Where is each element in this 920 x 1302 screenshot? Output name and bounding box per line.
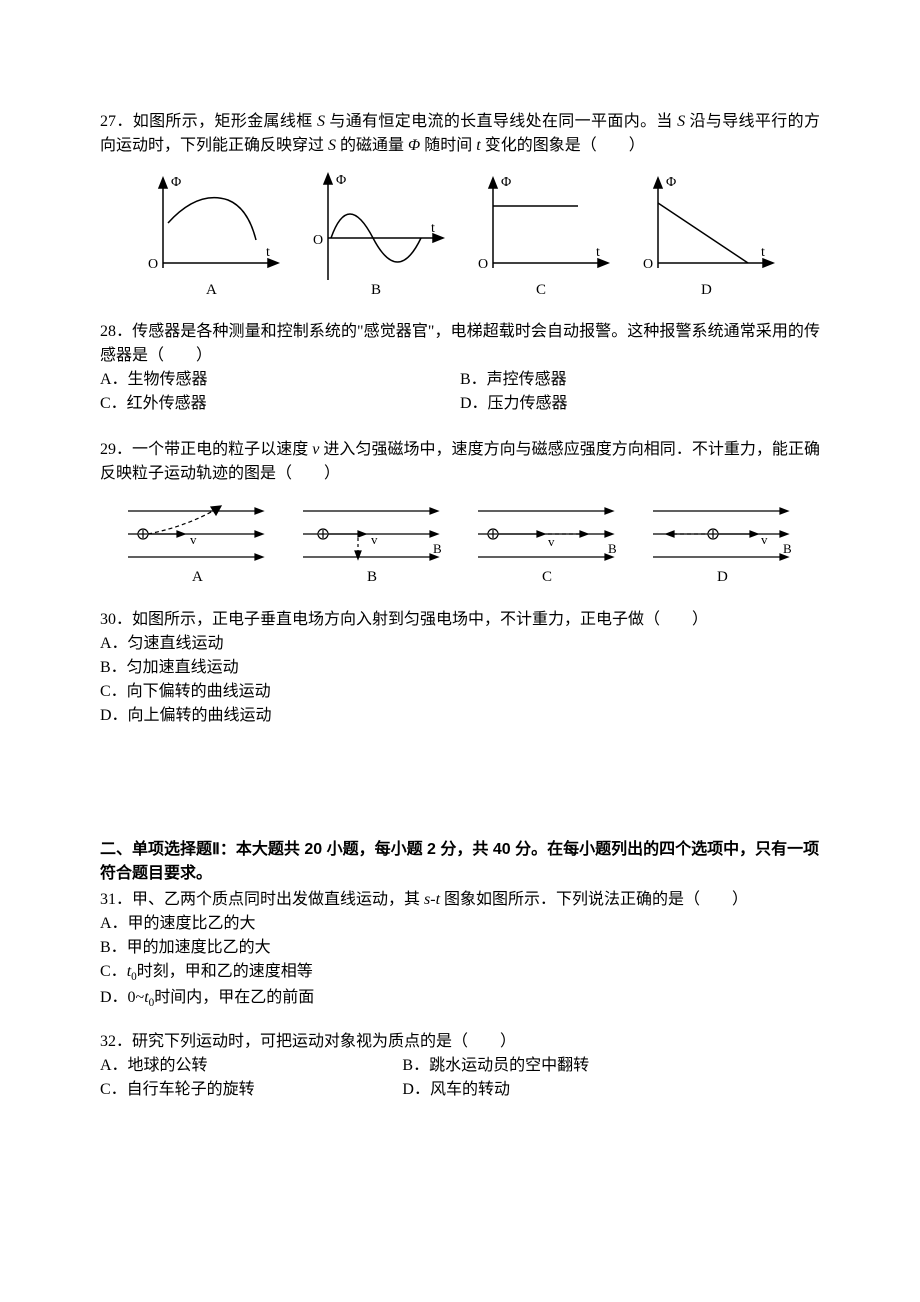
- qnum: 30．: [100, 611, 132, 628]
- q32-opt-c: C．自行车轮子的旋转: [100, 1078, 402, 1102]
- svg-text:t: t: [596, 245, 600, 260]
- q29-graph-d: v B D: [643, 496, 803, 586]
- question-27-stem: 27．如图所示，矩形金属线框 S 与通有恒定电流的长直导线处在同一平面内。当 S…: [100, 110, 820, 158]
- q32-options: A．地球的公转 B．跳水运动员的空中翻转 C．自行车轮子的旋转 D．风车的转动: [100, 1054, 820, 1102]
- svg-text:B: B: [433, 541, 442, 556]
- svg-text:v: v: [190, 532, 197, 547]
- svg-text:A: A: [192, 569, 203, 585]
- svg-text:Φ: Φ: [171, 175, 181, 190]
- q30-opt-a: A．匀速直线运动: [100, 632, 820, 656]
- svg-text:v: v: [761, 532, 768, 547]
- question-30: 30．如图所示，正电子垂直电场方向入射到匀强电场中，不计重力，正电子做（ ） A…: [100, 608, 820, 728]
- svg-text:B: B: [608, 541, 617, 556]
- svg-text:v: v: [371, 532, 378, 547]
- section-2-title: 二、单项选择题Ⅱ：本大题共 20 小题，每小题 2 分，共 40 分。在每小题列…: [100, 838, 820, 886]
- q31-opt-c: C．t0时刻，甲和乙的速度相等: [100, 960, 820, 986]
- question-31-stem: 31．甲、乙两个质点同时出发做直线运动，其 s-t 图象如图所示．下列说法正确的…: [100, 888, 820, 912]
- q28-options: A．生物传感器 B．声控传感器 C．红外传感器 D．压力传感器: [100, 368, 820, 416]
- qnum: 27．: [100, 113, 133, 130]
- svg-text:t: t: [431, 221, 435, 236]
- q31-opt-b: B．甲的加速度比乙的大: [100, 936, 820, 960]
- svg-text:B: B: [367, 569, 377, 585]
- question-28: 28．传感器是各种测量和控制系统的"感觉器官"，电梯超载时会自动报警。这种报警系…: [100, 320, 820, 416]
- q32-opt-d: D．风车的转动: [402, 1078, 820, 1102]
- svg-text:O: O: [148, 257, 158, 272]
- q32-opt-a: A．地球的公转: [100, 1054, 402, 1078]
- q30-opt-b: B．匀加速直线运动: [100, 656, 820, 680]
- q27-graph-d: Φ t O D: [633, 168, 783, 298]
- svg-text:t: t: [761, 245, 765, 260]
- q30-opt-c: C．向下偏转的曲线运动: [100, 680, 820, 704]
- svg-text:Φ: Φ: [501, 175, 511, 190]
- question-28-stem: 28．传感器是各种测量和控制系统的"感觉器官"，电梯超载时会自动报警。这种报警系…: [100, 320, 820, 368]
- question-32: 32．研究下列运动时，可把运动对象视为质点的是（ ） A．地球的公转 B．跳水运…: [100, 1030, 820, 1102]
- q28-opt-a: A．生物传感器: [100, 368, 460, 392]
- svg-text:t: t: [266, 245, 270, 260]
- question-32-stem: 32．研究下列运动时，可把运动对象视为质点的是（ ）: [100, 1030, 820, 1054]
- question-31: 31．甲、乙两个质点同时出发做直线运动，其 s-t 图象如图所示．下列说法正确的…: [100, 888, 820, 1012]
- question-29: 29．一个带正电的粒子以速度 v 进入匀强磁场中，速度方向与磁感应强度方向相同．…: [100, 438, 820, 586]
- question-30-stem: 30．如图所示，正电子垂直电场方向入射到匀强电场中，不计重力，正电子做（ ）: [100, 608, 820, 632]
- q29-figures: v A v B B: [110, 496, 810, 586]
- qnum: 29．: [100, 441, 132, 458]
- q27-graph-b: Φ t O B: [303, 168, 453, 298]
- qnum: 32．: [100, 1033, 132, 1050]
- q27-graph-a: Φ t O A: [138, 168, 288, 298]
- svg-text:C: C: [536, 282, 546, 298]
- question-27: 27．如图所示，矩形金属线框 S 与通有恒定电流的长直导线处在同一平面内。当 S…: [100, 110, 820, 298]
- qnum: 31．: [100, 891, 132, 908]
- q29-graph-c: v B C: [468, 496, 628, 586]
- svg-text:O: O: [478, 257, 488, 272]
- svg-text:O: O: [643, 257, 653, 272]
- svg-text:B: B: [371, 282, 381, 298]
- svg-text:A: A: [206, 282, 217, 298]
- q27-figures: Φ t O A Φ t O B: [130, 168, 790, 298]
- svg-text:D: D: [717, 569, 728, 585]
- q29-graph-b: v B B: [293, 496, 453, 586]
- q31-opt-a: A．甲的速度比乙的大: [100, 912, 820, 936]
- q29-graph-a: v A: [118, 496, 278, 586]
- qnum: 28．: [100, 323, 132, 340]
- q31-opt-d: D．0~t0时间内，甲在乙的前面: [100, 986, 820, 1012]
- svg-text:D: D: [701, 282, 712, 298]
- svg-text:C: C: [542, 569, 552, 585]
- q32-opt-b: B．跳水运动员的空中翻转: [402, 1054, 820, 1078]
- svg-text:Φ: Φ: [666, 175, 676, 190]
- q28-opt-d: D．压力传感器: [460, 392, 820, 416]
- svg-text:B: B: [783, 541, 792, 556]
- question-29-stem: 29．一个带正电的粒子以速度 v 进入匀强磁场中，速度方向与磁感应强度方向相同．…: [100, 438, 820, 486]
- q28-opt-b: B．声控传感器: [460, 368, 820, 392]
- svg-text:v: v: [548, 534, 555, 549]
- q30-opt-d: D．向上偏转的曲线运动: [100, 704, 820, 728]
- svg-text:O: O: [313, 233, 323, 248]
- q27-graph-c: Φ t O C: [468, 168, 618, 298]
- q28-opt-c: C．红外传感器: [100, 392, 460, 416]
- svg-text:Φ: Φ: [336, 173, 346, 188]
